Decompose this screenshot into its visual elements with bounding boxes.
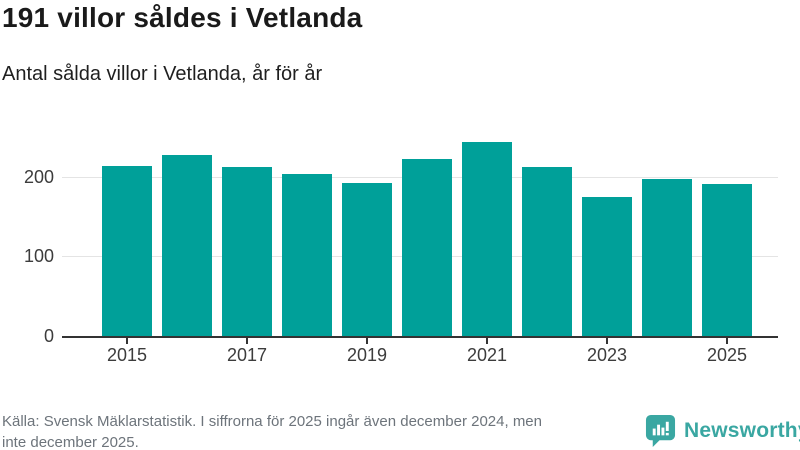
chart-subtitle: Antal sålda villor i Vetlanda, år för år — [2, 63, 323, 85]
x-tick-2023 — [606, 338, 608, 344]
x-axis-label-2025: 2025 — [706, 345, 748, 365]
source-note-line1: Källa: Svensk Mäklarstatistik. I siffror… — [2, 413, 542, 430]
bar-2018 — [282, 174, 332, 336]
bar-2020 — [402, 159, 452, 336]
newsworthy-bubble-chart-icon — [645, 415, 676, 447]
newsworthy-wordmark: Newsworthy — [684, 418, 800, 442]
x-axis-label-2021: 2021 — [466, 345, 508, 365]
x-tick-2019 — [366, 338, 368, 344]
y-axis-label-0: 0 — [43, 326, 54, 346]
bar-2021 — [462, 142, 512, 336]
x-axis-label-2023: 2023 — [586, 345, 628, 365]
bar-2017 — [222, 167, 272, 336]
y-axis-label-100: 100 — [23, 246, 54, 266]
x-tick-2017 — [246, 338, 248, 344]
x-axis-label-2015: 2015 — [106, 345, 148, 365]
newsworthy-logo: Newsworthy — [645, 414, 800, 447]
bar-2019 — [342, 183, 392, 336]
source-note: Källa: Svensk Mäklarstatistik. I siffror… — [2, 411, 647, 450]
chart-title: 191 villor såldes i Vetlanda — [2, 2, 363, 33]
bar-2023 — [582, 197, 632, 336]
bar-2016 — [162, 155, 212, 336]
x-axis-label-2019: 2019 — [346, 345, 388, 365]
bar-2015 — [102, 166, 152, 336]
x-tick-2015 — [126, 338, 128, 344]
x-tick-2025 — [726, 338, 728, 344]
bar-2022 — [522, 167, 572, 336]
x-axis-line — [62, 336, 778, 338]
x-axis-label-2017: 2017 — [226, 345, 268, 365]
source-note-line2: inte december 2025. — [2, 434, 139, 450]
x-tick-2021 — [486, 338, 488, 344]
y-axis-label-200: 200 — [23, 167, 54, 187]
bar-2025 — [702, 184, 752, 336]
bar-2024 — [642, 179, 692, 336]
